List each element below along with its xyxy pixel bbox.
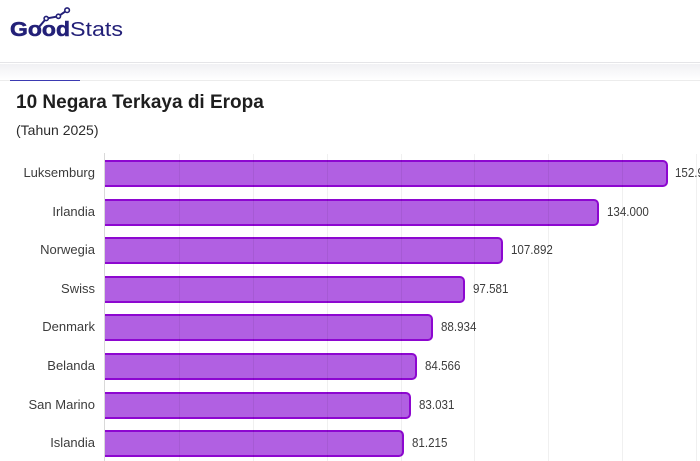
svg-text:Good: Good [10,19,70,41]
svg-text:Stats: Stats [70,19,123,41]
